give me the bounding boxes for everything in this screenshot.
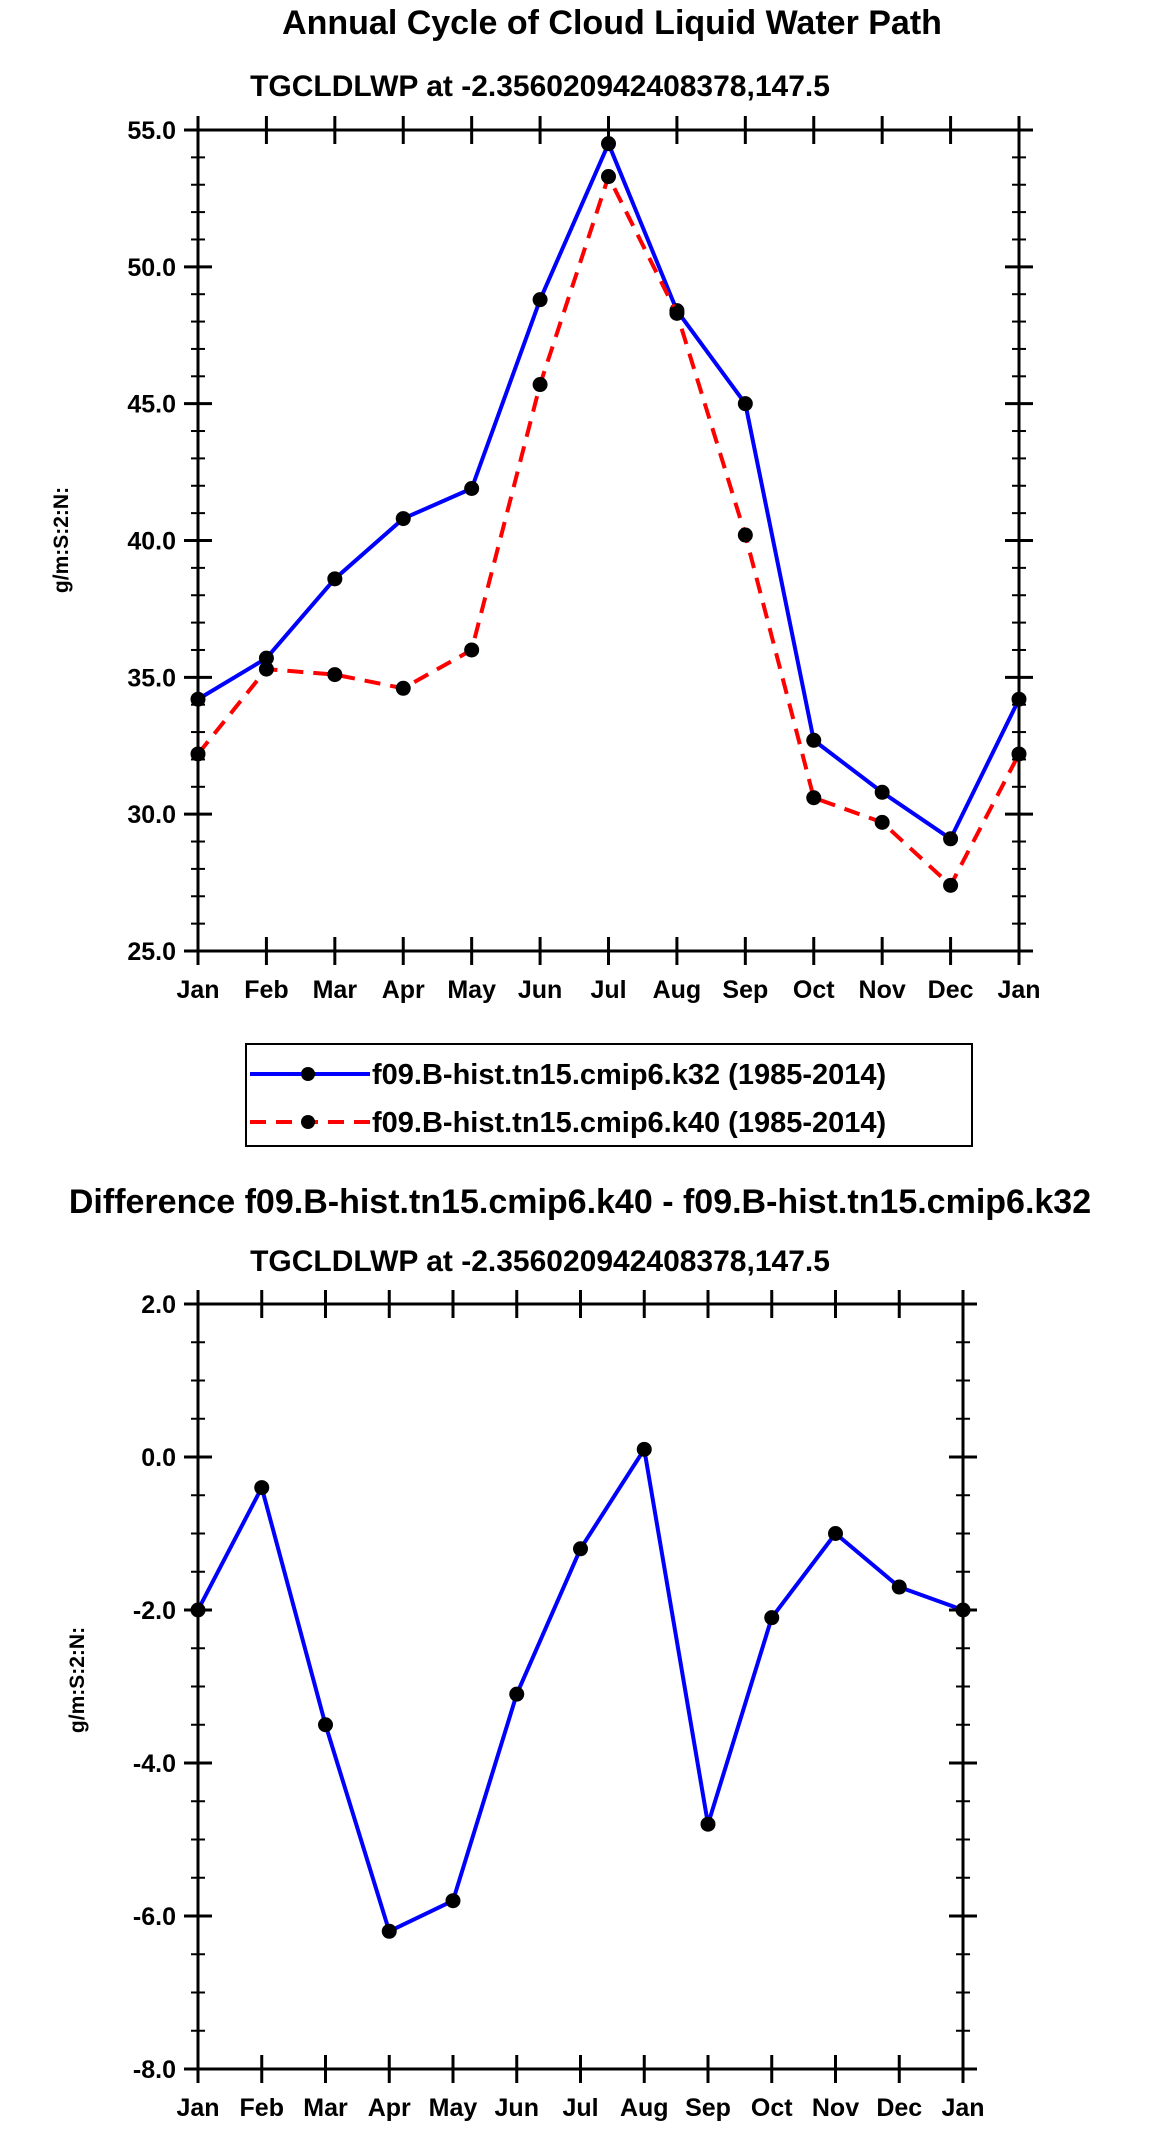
- series-line: [196, 141, 1021, 841]
- x-tick-label: Feb: [240, 2094, 284, 2122]
- legend: f09.B-hist.tn15.cmip6.k32 (1985-2014) f0…: [245, 1043, 973, 1147]
- x-tick-label: Jun: [518, 976, 562, 1004]
- y-tick-label: 25.0: [127, 938, 176, 966]
- data-point: [806, 732, 822, 748]
- data-point: [874, 784, 890, 800]
- data-point: [381, 1923, 397, 1939]
- difference-chart: Difference f09.B-hist.tn15.cmip6.k40 - f…: [66, 1183, 1091, 2122]
- legend-label-k40: f09.B-hist.tn15.cmip6.k40 (1985-2014): [372, 1107, 886, 1139]
- data-point: [601, 169, 616, 185]
- data-point: [943, 831, 959, 847]
- y-tick-label: 55.0: [127, 117, 176, 145]
- data-point: [532, 292, 548, 308]
- data-point: [258, 661, 274, 677]
- chart-title: Annual Cycle of Cloud Liquid Water Path: [282, 4, 942, 42]
- data-point: [636, 1441, 652, 1457]
- data-point: [874, 814, 890, 830]
- data-point: [464, 481, 480, 497]
- legend-marker-k32: [301, 1067, 315, 1081]
- x-tick-label: Jan: [176, 976, 219, 1004]
- x-tick-label: Jan: [941, 2094, 984, 2122]
- y-tick-label: 0.0: [141, 1444, 176, 1472]
- data-point: [395, 511, 411, 527]
- x-tick-label: Jul: [590, 976, 626, 1004]
- legend-label-k32: f09.B-hist.tn15.cmip6.k32 (1985-2014): [372, 1059, 886, 1091]
- x-tick-label: Apr: [368, 2094, 411, 2122]
- plot-frame: [196, 128, 1021, 953]
- data-point: [828, 1526, 843, 1541]
- data-point: [532, 377, 548, 393]
- data-point: [254, 1480, 270, 1496]
- data-point: [464, 642, 480, 658]
- x-tick-label: Aug: [653, 976, 702, 1004]
- series-line: [196, 174, 1021, 888]
- data-point: [737, 396, 753, 412]
- annual-cycle-chart: Annual Cycle of Cloud Liquid Water Path …: [50, 4, 1041, 1004]
- data-point: [327, 667, 343, 683]
- x-tick-label: Sep: [722, 976, 768, 1004]
- series-line: [196, 1447, 964, 1934]
- data-point: [258, 650, 274, 666]
- x-tick-label: Oct: [793, 976, 835, 1004]
- x-tick-label: Nov: [859, 976, 906, 1004]
- legend-marker-k40: [301, 1115, 315, 1129]
- x-tick-label: Jan: [176, 2094, 219, 2122]
- y-tick-label: 30.0: [127, 801, 176, 829]
- data-point: [573, 1541, 588, 1557]
- data-point: [669, 305, 685, 321]
- data-point: [327, 571, 343, 587]
- data-point: [318, 1717, 333, 1733]
- x-tick-label: Mar: [313, 976, 358, 1004]
- x-tick-label: Apr: [382, 976, 425, 1004]
- data-point: [395, 680, 411, 696]
- x-tick-label: Jun: [495, 2094, 539, 2122]
- y-tick-label: 50.0: [127, 254, 176, 282]
- x-tick-label: Feb: [244, 976, 288, 1004]
- data-point: [891, 1579, 907, 1595]
- chart-subtitle: TGCLDLWP at -2.356020942408378,147.5: [250, 70, 830, 103]
- y-tick-label: -6.0: [133, 1903, 176, 1931]
- data-point: [509, 1686, 525, 1702]
- x-tick-label: Jul: [562, 2094, 598, 2122]
- x-tick-label: Sep: [685, 2094, 731, 2122]
- y-tick-label: 2.0: [141, 1291, 176, 1319]
- y-tick-label: 40.0: [127, 528, 176, 556]
- data-point: [943, 877, 959, 893]
- legend-box: [245, 1043, 973, 1147]
- data-point: [764, 1610, 780, 1626]
- chart-subtitle: TGCLDLWP at -2.356020942408378,147.5: [250, 1245, 830, 1278]
- x-tick-label: Dec: [928, 976, 974, 1004]
- x-tick-label: Aug: [620, 2094, 669, 2122]
- x-tick-label: Jan: [997, 976, 1040, 1004]
- data-point: [700, 1816, 716, 1832]
- data-point: [737, 527, 753, 543]
- x-tick-label: May: [447, 976, 496, 1004]
- data-point: [445, 1893, 461, 1909]
- y-axis-label: g/m:S:2:N:: [50, 487, 73, 593]
- y-axis-label: g/m:S:2:N:: [66, 1627, 89, 1733]
- x-tick-label: Oct: [751, 2094, 793, 2122]
- y-tick-label: -8.0: [133, 2056, 176, 2084]
- chart-title: Difference f09.B-hist.tn15.cmip6.k40 - f…: [69, 1183, 1091, 1221]
- x-tick-label: Nov: [812, 2094, 859, 2122]
- y-tick-label: 45.0: [127, 391, 176, 419]
- y-tick-label: -2.0: [133, 1597, 176, 1625]
- data-point: [806, 790, 822, 806]
- y-tick-label: -4.0: [133, 1750, 176, 1778]
- y-tick-label: 35.0: [127, 664, 176, 692]
- plot-frame: [196, 1302, 965, 2071]
- x-tick-label: May: [429, 2094, 478, 2122]
- x-tick-label: Mar: [303, 2094, 348, 2122]
- x-tick-label: Dec: [876, 2094, 922, 2122]
